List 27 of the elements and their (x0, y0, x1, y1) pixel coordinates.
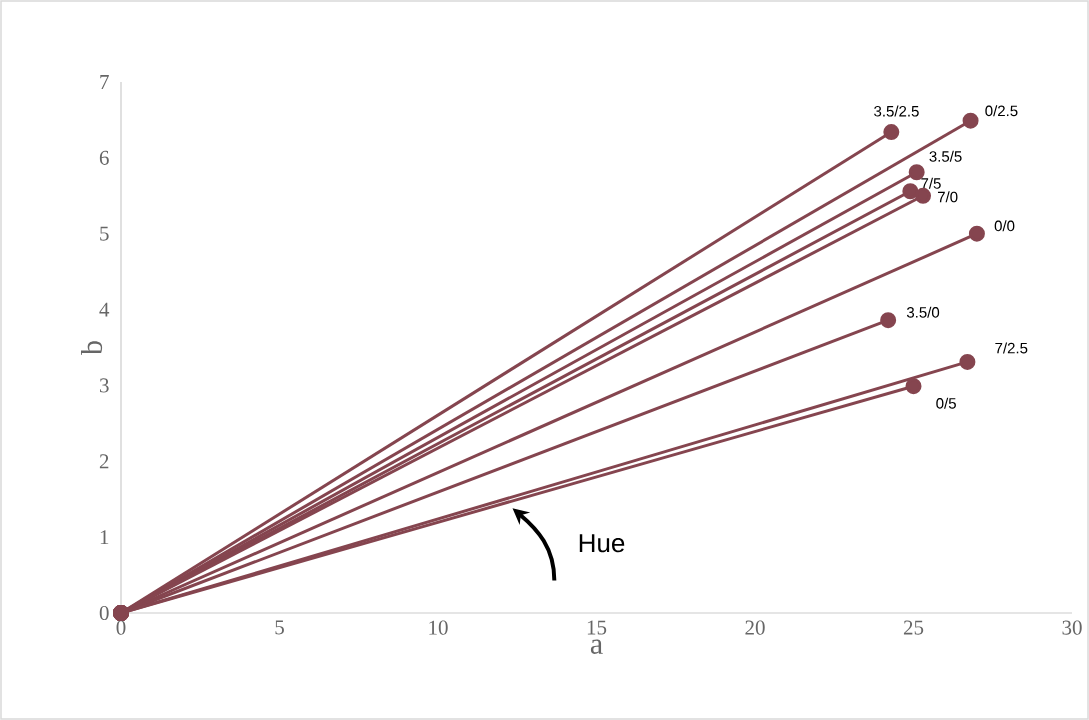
series-label: 7/5 (921, 177, 941, 189)
x-axis-title: a (590, 639, 603, 654)
series-label: 3.5/0 (906, 306, 940, 318)
series-label: 3.5/5 (929, 150, 962, 162)
y-tick-label: 5 (100, 226, 109, 241)
y-tick-label: 4 (99, 302, 110, 317)
y-tick-label: 3 (99, 378, 109, 393)
x-tick-label: 0 (116, 620, 126, 635)
series-label: 0/2.5 (985, 105, 1018, 117)
series-label: 7/0 (937, 191, 958, 203)
series-label: 0/5 (936, 397, 956, 409)
y-tick-label: 1 (100, 530, 109, 545)
y-tick-label: 7 (100, 75, 109, 89)
y-tick-label: 6 (99, 150, 109, 165)
x-tick-label: 10 (429, 620, 448, 635)
series-label: 3.5/2.5 (874, 105, 919, 117)
y-axis-title: b (81, 341, 103, 355)
series-label: 7/2.5 (995, 342, 1028, 354)
series-label: 0/0 (994, 220, 1015, 232)
x-tick-label: 20 (745, 620, 765, 635)
x-tick-label: 25 (903, 620, 924, 635)
x-tick-label: 5 (275, 620, 284, 635)
y-tick-label: 0 (99, 605, 109, 621)
y-tick-label: 2 (99, 454, 109, 469)
annotation: Hue (579, 534, 625, 553)
x-tick-label: 30 (1062, 620, 1082, 635)
x-tick-label: 15 (587, 620, 607, 635)
